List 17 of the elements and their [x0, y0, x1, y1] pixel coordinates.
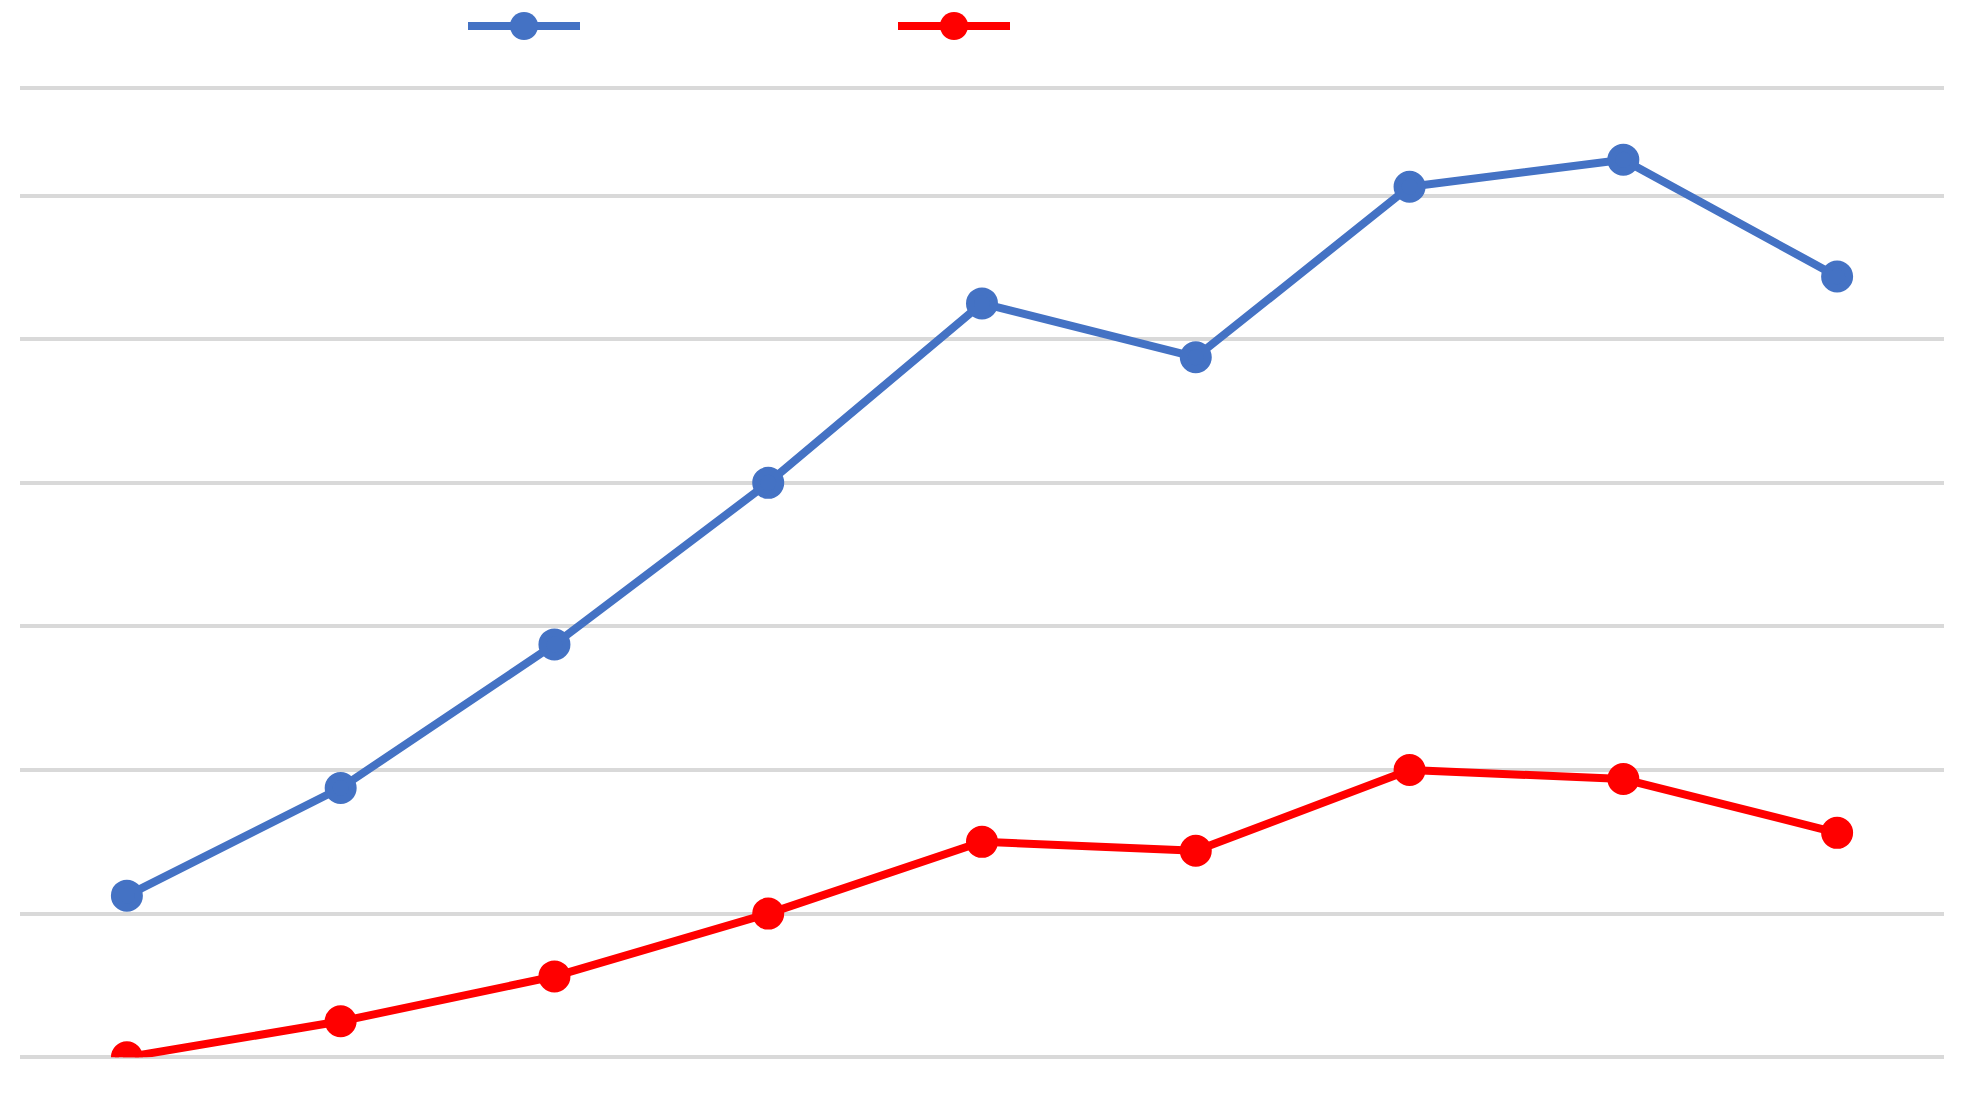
point	[1607, 763, 1640, 795]
point	[1821, 260, 1854, 293]
point	[324, 771, 357, 804]
point	[1607, 143, 1640, 176]
point	[538, 960, 571, 993]
point	[1179, 834, 1212, 867]
point	[110, 879, 143, 912]
point	[538, 628, 571, 661]
point	[1393, 170, 1426, 203]
point	[966, 825, 998, 858]
point	[1821, 816, 1854, 849]
point	[752, 897, 785, 930]
point	[752, 466, 785, 499]
point	[1179, 341, 1212, 374]
point	[324, 1005, 357, 1038]
point	[966, 287, 998, 320]
point	[1393, 754, 1426, 787]
